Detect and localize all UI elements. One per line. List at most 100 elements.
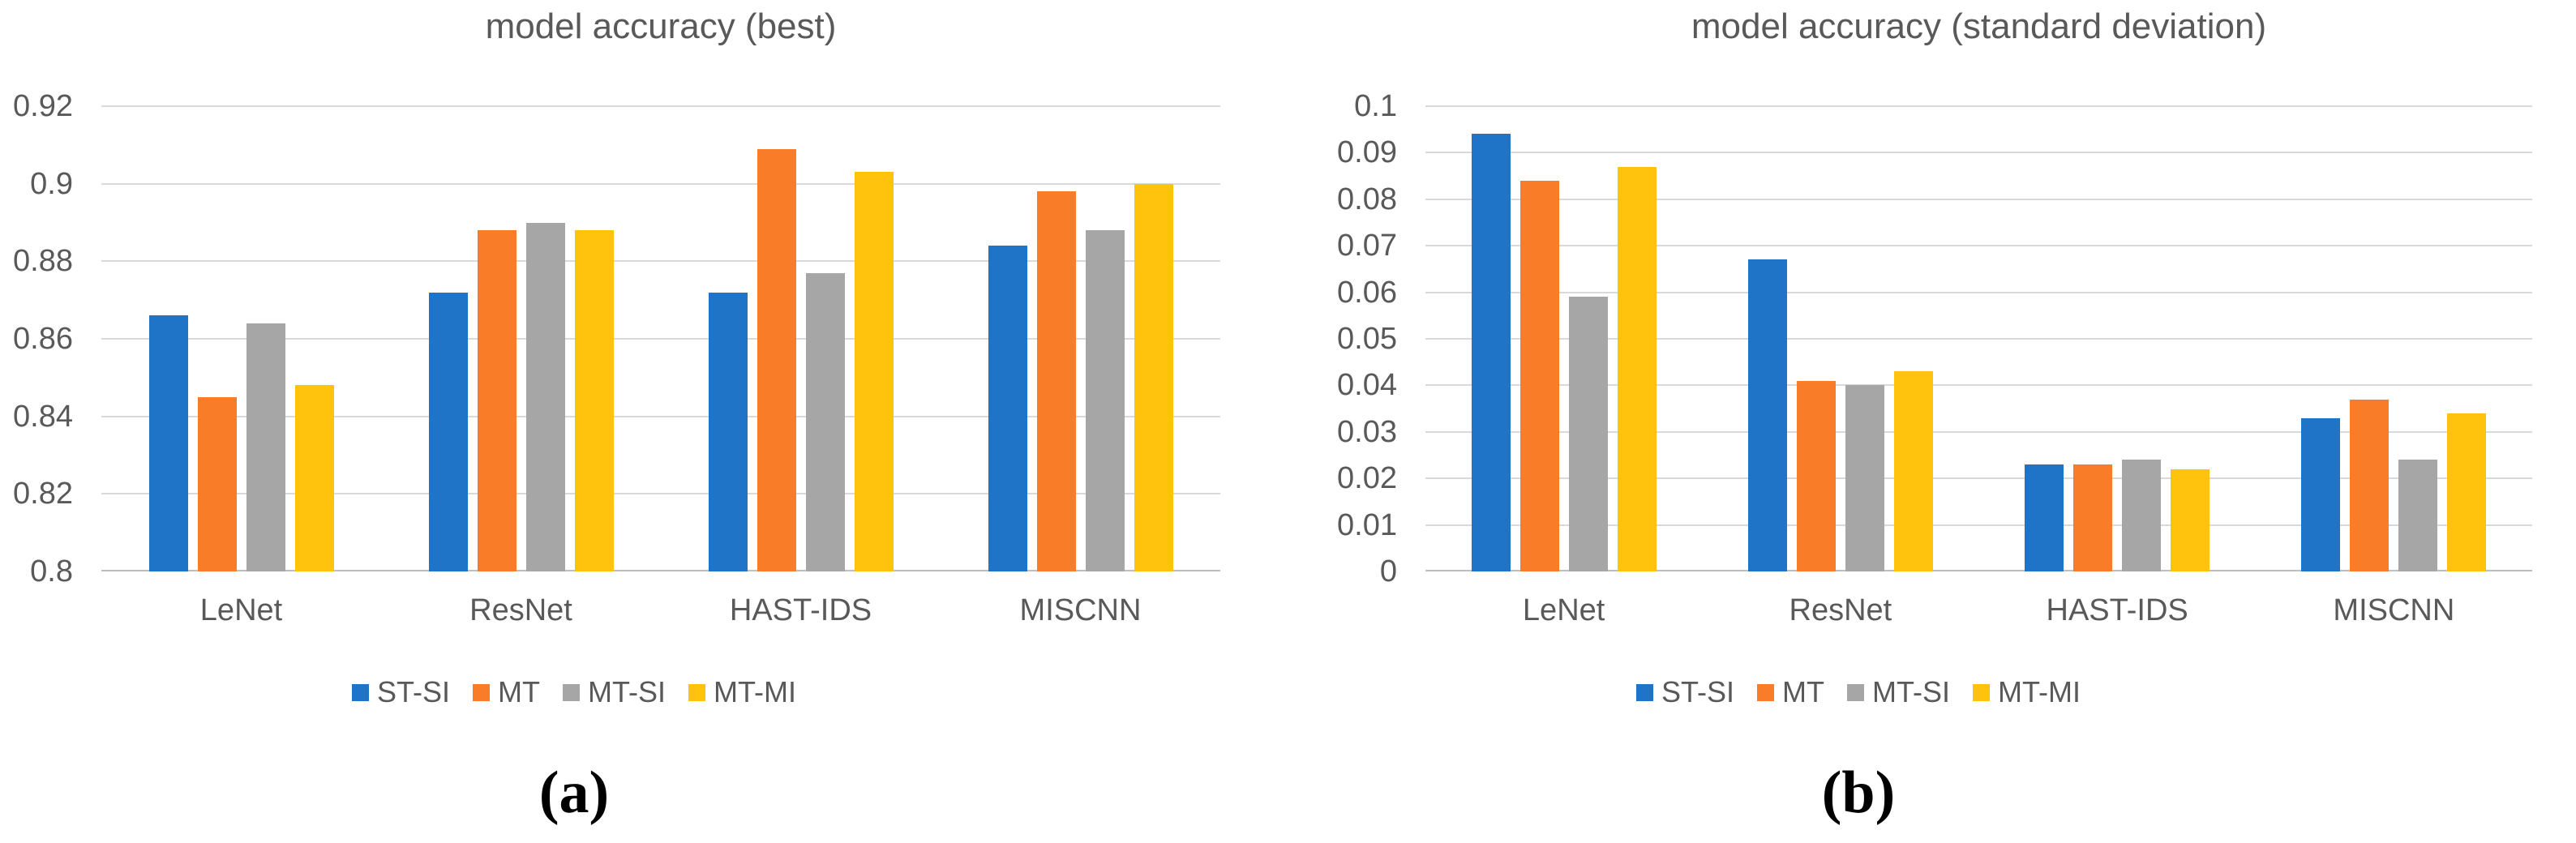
chart-b-title: model accuracy (standard deviation) bbox=[1691, 6, 2267, 46]
bar-mt-resnet bbox=[477, 230, 516, 571]
legend-label-mt-si: MT-SI bbox=[588, 675, 667, 708]
bar-mt-hast-ids bbox=[757, 149, 796, 571]
y-axis-tick-label-0-86: 0.86 bbox=[13, 322, 73, 356]
legend-item-mt: MT bbox=[1757, 676, 1824, 708]
bar-st-si-lenet bbox=[1471, 134, 1511, 571]
gridline-0-09 bbox=[1425, 152, 2532, 154]
bar-mt-si-hast-ids bbox=[805, 273, 845, 571]
bar-st-si-lenet bbox=[148, 315, 188, 571]
x-axis-category-label-miscnn: MISCNN bbox=[1019, 593, 1142, 627]
y-axis-tick-label-0-05: 0.05 bbox=[1337, 322, 1397, 356]
bar-mt-si-hast-ids bbox=[2122, 460, 2162, 571]
bar-mt-si-lenet bbox=[246, 323, 285, 571]
chart-a-legend: ST-SI MT MT-SI MT-MI bbox=[352, 676, 796, 708]
gridline-0-03 bbox=[1425, 430, 2532, 433]
y-axis-tick-label-0-92: 0.92 bbox=[13, 89, 73, 123]
y-axis-tick-label-0-1: 0.1 bbox=[1354, 89, 1397, 123]
legend-swatch-mt-mi bbox=[688, 683, 706, 701]
bar-mt-mi-hast-ids bbox=[854, 172, 894, 571]
chart-panel-a: model accuracy (best) 0.8 0.82 0.84 0.86 0.8… bbox=[0, 0, 1265, 843]
legend-item-mt-si: MT-SI bbox=[1847, 676, 1950, 708]
legend-label-mt: MT bbox=[1782, 675, 1825, 708]
gridline-0-82 bbox=[101, 493, 1220, 495]
bar-mt-mi-resnet bbox=[574, 230, 614, 571]
legend-item-mt-mi: MT-MI bbox=[1973, 676, 2081, 708]
bar-group-miscnn bbox=[2256, 106, 2532, 571]
legend-label-st-si: ST-SI bbox=[1661, 675, 1735, 708]
y-axis-tick-label-0-9: 0.9 bbox=[30, 166, 73, 201]
bar-mt-mi-miscnn bbox=[1134, 184, 1173, 571]
legend-item-st-si: ST-SI bbox=[352, 676, 450, 708]
y-axis-tick-label-0-07: 0.07 bbox=[1337, 229, 1397, 263]
chart-a-title: model accuracy (best) bbox=[485, 6, 837, 46]
chart-a-plot-area: 0.8 0.82 0.84 0.86 0.88 0.9 0.92 LeNet ResNet HAS… bbox=[13, 91, 1220, 627]
legend-label-mt-mi: MT-MI bbox=[714, 675, 796, 708]
bar-st-si-hast-ids bbox=[708, 293, 748, 571]
bar-st-si-hast-ids bbox=[2025, 464, 2064, 571]
bar-group-lenet bbox=[101, 106, 381, 571]
x-axis-category-label-lenet: LeNet bbox=[1522, 593, 1605, 627]
bar-mt-mi-miscnn bbox=[2447, 413, 2487, 571]
legend-swatch-mt-mi bbox=[1973, 683, 1991, 701]
bar-group-hast-ids bbox=[1979, 106, 2256, 571]
x-axis-category-label-resnet: ResNet bbox=[1789, 593, 1892, 627]
y-axis-tick-label-0-03: 0.03 bbox=[1337, 414, 1397, 449]
x-axis-category-label-miscnn: MISCNN bbox=[2333, 593, 2455, 627]
bar-mt-hast-ids bbox=[2073, 464, 2113, 571]
y-axis-tick-label-0-8: 0.8 bbox=[30, 554, 73, 588]
gridline-0-02 bbox=[1425, 477, 2532, 480]
bar-group-resnet bbox=[1702, 106, 1978, 571]
gridline-0-06 bbox=[1425, 291, 2532, 293]
legend-item-st-si: ST-SI bbox=[1636, 676, 1734, 708]
bar-mt-mi-resnet bbox=[1893, 371, 1933, 571]
bar-mt-mi-lenet bbox=[1617, 167, 1657, 571]
bar-st-si-miscnn bbox=[2301, 418, 2341, 571]
bar-st-si-resnet bbox=[1747, 259, 1787, 571]
gridline-0-01 bbox=[1425, 524, 2532, 526]
legend-item-mt: MT bbox=[473, 676, 540, 708]
gridline-0-9 bbox=[101, 182, 1220, 185]
bar-st-si-resnet bbox=[428, 293, 468, 571]
bar-group-miscnn bbox=[941, 106, 1220, 571]
bar-group-resnet bbox=[381, 106, 661, 571]
chart-b-plot-area: 0 0.01 0.02 0.03 0.04 0.05 0.06 0.07 0.08 0.09 0.1… bbox=[1337, 91, 2532, 627]
chart-a-caption: (a) bbox=[538, 760, 610, 826]
x-axis-category-label-resnet: ResNet bbox=[469, 593, 572, 627]
y-axis-tick-label-0-09: 0.09 bbox=[1337, 135, 1397, 170]
x-axis-line bbox=[1425, 570, 2532, 571]
chart-panel-b: model accuracy (standard deviation) 0 0.0… bbox=[1311, 0, 2576, 843]
gridline-0-84 bbox=[101, 415, 1220, 417]
legend-swatch-mt-si bbox=[563, 683, 581, 701]
x-axis-line bbox=[101, 570, 1220, 571]
legend-swatch-mt bbox=[473, 683, 491, 701]
y-axis-tick-label-0-88: 0.88 bbox=[13, 244, 73, 279]
legend-label-st-si: ST-SI bbox=[377, 675, 451, 708]
chart-b-legend: ST-SI MT MT-SI MT-MI bbox=[1636, 676, 2081, 708]
bar-group-lenet bbox=[1425, 106, 1702, 571]
bar-mt-si-miscnn bbox=[2398, 460, 2438, 571]
gridline-0-86 bbox=[101, 338, 1220, 340]
legend-swatch-mt bbox=[1757, 683, 1775, 701]
bar-mt-si-resnet bbox=[1845, 385, 1884, 571]
gridline-0-92 bbox=[101, 105, 1220, 107]
bar-mt-si-miscnn bbox=[1085, 230, 1125, 571]
y-axis-tick-label-0: 0 bbox=[1379, 554, 1397, 588]
bar-st-si-miscnn bbox=[988, 246, 1027, 571]
bar-mt-lenet bbox=[197, 397, 237, 571]
bar-mt-mi-hast-ids bbox=[2171, 469, 2210, 571]
y-axis-tick-label-0-08: 0.08 bbox=[1337, 182, 1397, 216]
bar-group-hast-ids bbox=[661, 106, 941, 571]
bar-mt-lenet bbox=[1519, 181, 1559, 571]
y-axis-tick-label-0-84: 0.84 bbox=[13, 399, 73, 434]
legend-item-mt-mi: MT-MI bbox=[688, 676, 796, 708]
y-axis-tick-label-0-01: 0.01 bbox=[1337, 507, 1397, 542]
legend-swatch-mt-si bbox=[1847, 683, 1865, 701]
bar-mt-miscnn bbox=[1036, 191, 1076, 571]
gridline-0-04 bbox=[1425, 384, 2532, 387]
bar-mt-si-lenet bbox=[1568, 297, 1608, 571]
bar-mt-si-resnet bbox=[525, 223, 565, 571]
legend-label-mt-mi: MT-MI bbox=[1998, 675, 2081, 708]
gridline-0-1 bbox=[1425, 105, 2532, 107]
x-axis-category-label-lenet: LeNet bbox=[199, 593, 283, 627]
